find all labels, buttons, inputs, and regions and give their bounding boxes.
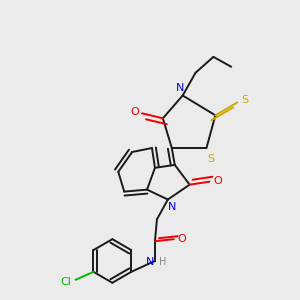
Text: N: N xyxy=(176,82,184,93)
Text: N: N xyxy=(168,202,176,212)
Text: O: O xyxy=(131,107,140,117)
Text: O: O xyxy=(213,176,222,186)
Text: Cl: Cl xyxy=(60,277,71,287)
Text: S: S xyxy=(207,154,214,164)
Text: H: H xyxy=(159,257,167,267)
Text: N: N xyxy=(146,257,154,267)
Text: S: S xyxy=(242,95,249,106)
Text: O: O xyxy=(177,234,186,244)
